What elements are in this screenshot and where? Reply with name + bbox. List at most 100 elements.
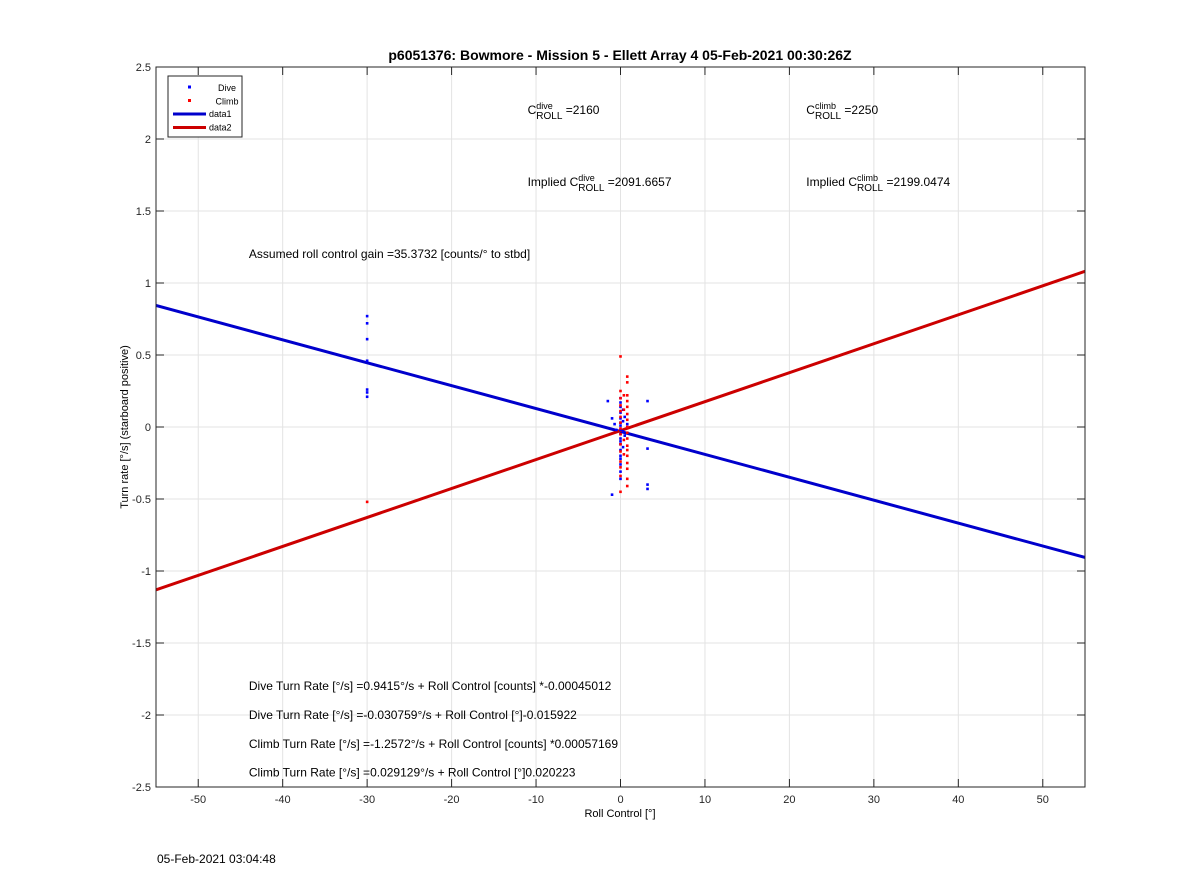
x-tick-label: -50 <box>190 794 206 806</box>
point-dive <box>623 434 627 437</box>
legend-item-dive: Dive <box>218 83 236 93</box>
x-tick-label: -10 <box>528 794 544 806</box>
chart-title: p6051376: Bowmore - Mission 5 - Ellett A… <box>388 47 852 63</box>
x-tick-label: 20 <box>783 794 795 806</box>
point-dive <box>365 337 369 341</box>
point-climb <box>619 442 622 446</box>
y-tick-label: -2 <box>141 710 151 722</box>
x-tick-label: 50 <box>1037 794 1049 806</box>
point-dive <box>621 430 625 433</box>
point-dive <box>619 470 622 473</box>
point-dive <box>613 422 616 426</box>
point-dive <box>619 440 622 443</box>
point-dive <box>365 395 369 399</box>
x-tick-label: 40 <box>952 794 964 806</box>
point-dive <box>621 419 625 423</box>
point-dive <box>619 424 622 427</box>
point-dive <box>619 401 622 404</box>
point-climb <box>625 394 629 397</box>
point-climb <box>625 467 629 471</box>
point-climb <box>619 409 622 413</box>
point-climb <box>625 448 629 452</box>
point-dive <box>614 428 618 432</box>
y-tick-label: 1 <box>145 278 151 290</box>
point-dive <box>625 422 629 426</box>
legend-item-dive-swatch <box>188 85 191 89</box>
point-climb <box>619 432 622 436</box>
point-dive <box>646 399 649 403</box>
annotation-eq2: Dive Turn Rate [°/s] =-0.030759°/s + Rol… <box>249 708 577 722</box>
point-dive <box>365 359 369 363</box>
y-tick-label: -2.5 <box>132 782 151 794</box>
point-dive <box>365 391 369 394</box>
point-climb <box>625 444 629 448</box>
x-tick-label: 30 <box>868 794 880 806</box>
annotation-implied-climb: Implied Cclimb ROLL =2199.0474 <box>806 173 950 194</box>
point-climb <box>365 500 369 504</box>
point-climb <box>619 355 622 358</box>
point-climb <box>619 474 622 478</box>
point-climb <box>625 405 629 409</box>
annotation-eq3: Climb Turn Rate [°/s] =-1.2572°/s + Roll… <box>249 737 618 751</box>
y-tick-label: 2 <box>145 134 151 146</box>
point-climb <box>622 438 626 442</box>
point-dive <box>619 454 622 458</box>
point-climb <box>619 421 622 424</box>
point-climb <box>619 490 622 494</box>
point-dive <box>610 493 614 496</box>
y-tick-label: 2.5 <box>136 62 151 74</box>
point-climb <box>619 466 622 469</box>
legend-item-data1: data1 <box>209 109 232 119</box>
point-climb <box>619 389 622 393</box>
annotation-implied-dive: Implied Cdive ROLL =2091.6657 <box>528 173 672 194</box>
point-dive <box>365 314 369 318</box>
y-tick-label: 1.5 <box>136 206 151 218</box>
point-climb <box>619 404 622 407</box>
y-tick-label: -1.5 <box>132 638 151 650</box>
point-climb <box>625 412 629 416</box>
point-dive <box>619 477 622 481</box>
point-dive <box>646 483 649 486</box>
point-climb <box>622 453 626 456</box>
legend-item-climb: Climb <box>215 97 238 107</box>
point-dive <box>365 322 369 325</box>
point-dive <box>610 417 614 420</box>
annotation-gain: Assumed roll control gain =35.3732 [coun… <box>249 247 530 261</box>
y-tick-label: 0 <box>145 422 151 434</box>
ticks: -50 -40 -30 -20 -10 0 10 20 30 40 50-2.5-2-1.5-1-0… <box>132 62 1085 806</box>
point-climb <box>625 425 629 429</box>
point-climb <box>619 415 622 419</box>
point-climb <box>619 450 622 453</box>
point-climb <box>619 396 622 400</box>
annotations: Cdive ROLL =2160 Cclimb ROLL =2250 Implied C… <box>249 101 951 779</box>
x-axis-label: Roll Control [°] <box>584 808 655 820</box>
point-dive <box>619 411 622 414</box>
point-dive <box>619 428 622 432</box>
x-tick-label: 10 <box>699 794 711 806</box>
point-climb <box>625 454 629 458</box>
point-climb <box>622 394 626 397</box>
x-tick-label: 0 <box>617 794 623 806</box>
point-climb <box>625 399 629 403</box>
point-dive <box>619 448 622 452</box>
point-dive <box>619 417 622 420</box>
annotation-c-dive: Cdive ROLL =2160 <box>528 101 600 122</box>
point-climb <box>625 461 629 465</box>
point-dive <box>619 437 622 440</box>
point-dive <box>621 445 625 449</box>
point-dive <box>619 463 622 466</box>
annotation-eq1: Dive Turn Rate [°/s] =0.9415°/s + Roll C… <box>249 679 612 693</box>
x-tick-label: -30 <box>359 794 375 806</box>
timestamp-footer: 05-Feb-2021 03:04:48 <box>157 852 276 866</box>
point-climb <box>625 484 629 488</box>
point-dive <box>646 487 649 491</box>
y-tick-label: -1 <box>141 566 151 578</box>
legend-item-data2: data2 <box>209 123 232 133</box>
y-tick-label: 0.5 <box>136 350 151 362</box>
legend: Dive Climb data1 data2 <box>167 75 243 138</box>
point-climb <box>625 437 629 440</box>
point-climb <box>625 381 629 384</box>
y-axis-label: Turn rate [°/s] (starboard positive) <box>119 345 131 509</box>
point-dive <box>623 415 627 419</box>
